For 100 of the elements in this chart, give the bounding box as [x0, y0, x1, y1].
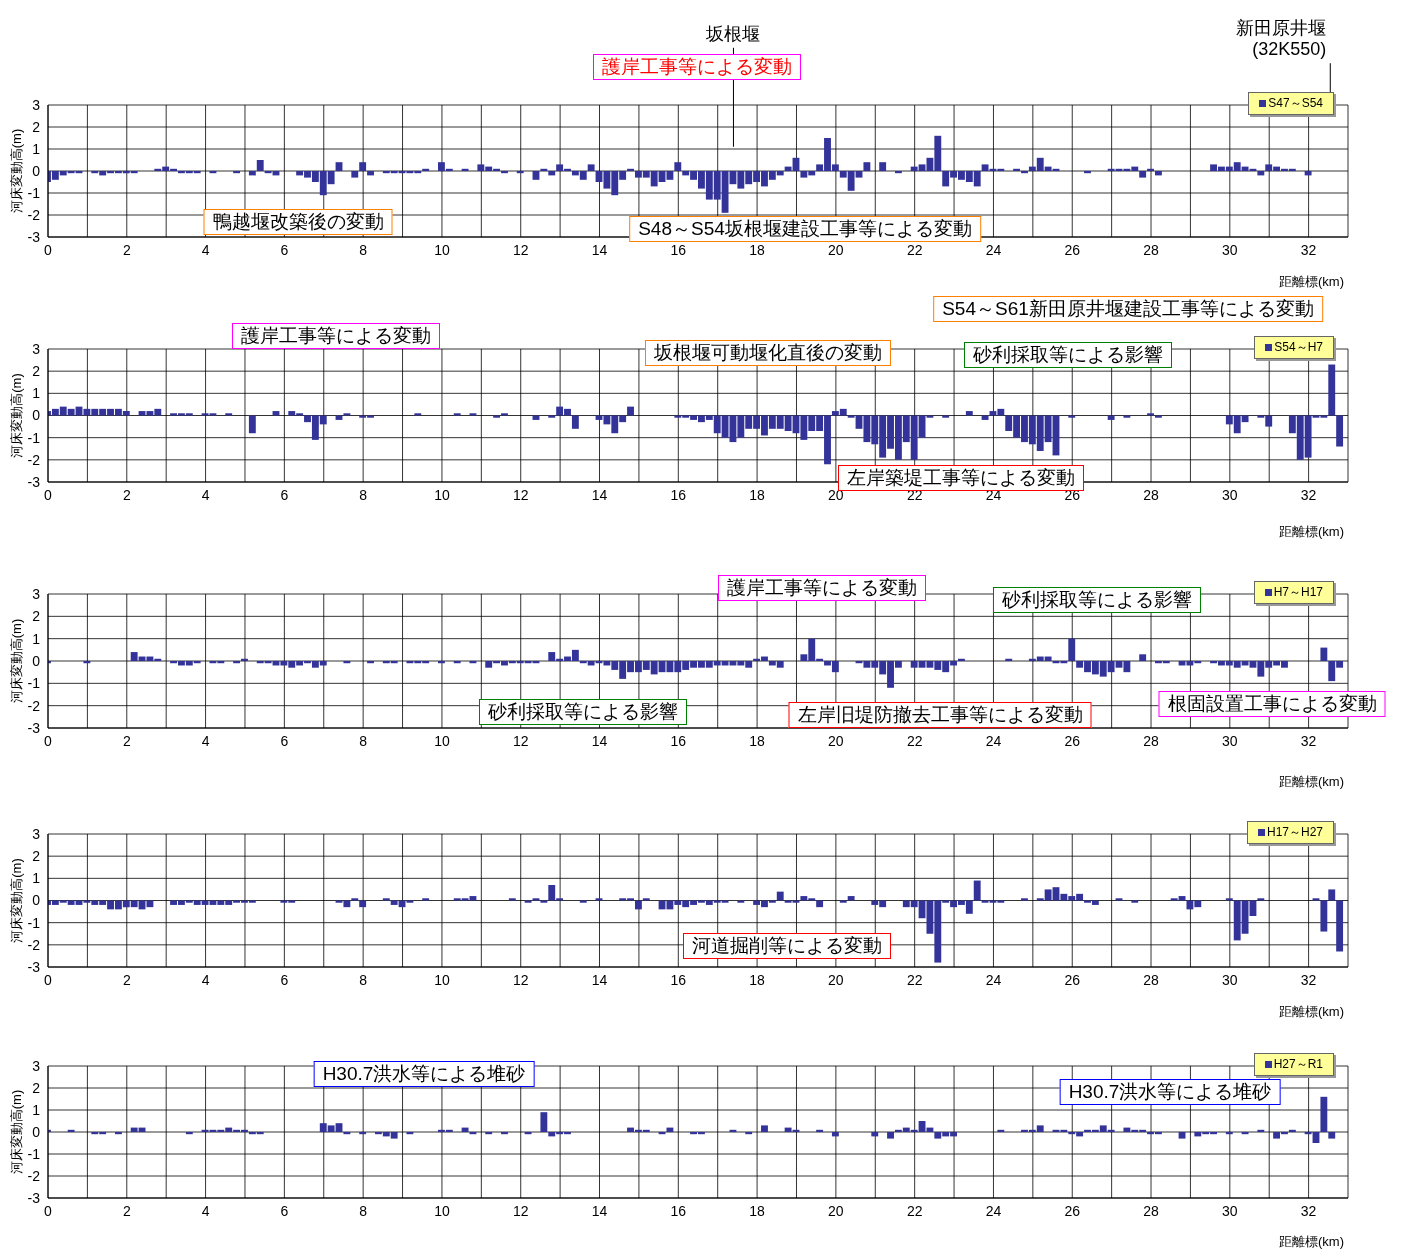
x-tick-label: 0	[44, 241, 53, 258]
bar	[1123, 415, 1131, 418]
y-tick-label: -1	[27, 184, 41, 201]
bar	[501, 1132, 508, 1135]
bar	[351, 171, 359, 178]
bar	[225, 413, 233, 416]
y-tick-label: 3	[32, 825, 41, 842]
x-tick-label: 30	[1222, 971, 1238, 988]
bar	[627, 168, 634, 171]
bar	[942, 415, 950, 418]
bar	[359, 162, 367, 171]
bar	[1320, 647, 1328, 661]
bar	[887, 1132, 894, 1139]
text: 護岸工事等による変動	[593, 54, 801, 80]
y-tick-label: -3	[27, 719, 41, 736]
x-tick-label: 2	[122, 732, 131, 749]
y-tick-label: 1	[32, 870, 41, 887]
x-tick-label: 10	[434, 1202, 450, 1219]
x-axis-title: 距離標(km)	[1279, 274, 1344, 289]
bar	[343, 1132, 351, 1135]
bar	[343, 413, 351, 416]
bar	[839, 900, 847, 903]
y-tick-label: 3	[32, 340, 41, 357]
text: 護岸工事等による変動	[232, 323, 440, 349]
x-tick-label: 14	[591, 1202, 608, 1219]
x-tick-label: 8	[359, 241, 368, 258]
annotation: 根固設置工事による変動	[1158, 691, 1386, 717]
bar	[1320, 1096, 1328, 1132]
bar	[1328, 889, 1336, 901]
x-tick-label: 10	[434, 241, 450, 258]
bar	[642, 898, 650, 901]
x-tick-label: 4	[201, 1202, 210, 1219]
bar	[1257, 898, 1265, 901]
annotation: 坂根堰可動堰化直後の変動	[645, 340, 891, 366]
x-tick-label: 6	[280, 971, 289, 988]
y-tick-label: 3	[32, 96, 41, 113]
x-tick-label: 26	[1064, 1202, 1081, 1219]
y-axis-title: 河床変動高(m)	[8, 858, 24, 943]
bar	[1068, 415, 1076, 418]
bar	[501, 171, 508, 174]
y-tick-label: 0	[32, 892, 41, 909]
bar	[1328, 364, 1336, 416]
annotation: 砂利採取等による影響	[479, 699, 687, 725]
bar	[894, 171, 902, 174]
bar	[879, 162, 887, 171]
bar	[1139, 654, 1147, 661]
x-tick-label: 22	[906, 732, 923, 749]
x-tick-label: 16	[670, 971, 687, 988]
bar	[1131, 900, 1139, 903]
x-tick-label: 30	[1222, 1202, 1238, 1219]
x-tick-label: 20	[828, 971, 844, 988]
y-tick-label: 0	[32, 1123, 41, 1140]
y-axis-title: 河床変動高(m)	[8, 128, 24, 214]
y-tick-label: 1	[32, 1101, 41, 1118]
bar	[540, 168, 548, 171]
annotation: 砂利採取等による影響	[993, 587, 1201, 613]
x-tick-label: 28	[1143, 241, 1160, 258]
x-tick-label: 26	[1064, 732, 1081, 749]
bar	[241, 658, 248, 661]
x-tick-label: 8	[359, 1202, 368, 1219]
bar	[343, 661, 351, 664]
bar	[540, 1112, 548, 1132]
y-tick-label: 1	[32, 385, 41, 402]
x-tick-label: 26	[1064, 241, 1081, 258]
x-tick-label: 22	[906, 1202, 923, 1219]
bar	[1107, 415, 1115, 420]
bar	[1147, 168, 1154, 171]
bar	[1304, 171, 1312, 176]
y-tick-label: -2	[27, 206, 41, 223]
bar	[422, 168, 430, 171]
bar	[1021, 898, 1028, 901]
x-tick-label: 6	[280, 241, 289, 258]
annotation: H30.7洪水等による堆砂	[313, 1061, 535, 1087]
bar	[485, 1132, 493, 1135]
bar	[233, 661, 241, 664]
y-tick-label: -1	[27, 429, 41, 446]
bar	[1320, 900, 1328, 932]
x-axis-title: 距離標(km)	[1279, 774, 1344, 789]
x-tick-label: 6	[280, 1202, 289, 1219]
bar	[1115, 898, 1123, 901]
y-tick-label: -3	[27, 1189, 41, 1206]
bar	[666, 1127, 674, 1132]
legend-label: H17～H27	[1265, 825, 1323, 839]
x-tick-label: 28	[1143, 1202, 1160, 1219]
bar	[453, 413, 461, 416]
y-tick-label: 1	[32, 630, 41, 647]
x-tick-label: 20	[828, 732, 844, 749]
bar	[863, 162, 871, 171]
bar	[1139, 171, 1147, 178]
legend-label: H27～R1	[1272, 1057, 1323, 1071]
x-tick-label: 12	[512, 732, 529, 749]
bar	[831, 1132, 839, 1137]
x-tick-label: 12	[512, 241, 529, 258]
y-tick-label: -2	[27, 697, 41, 714]
x-tick-label: 8	[359, 732, 368, 749]
bar	[461, 168, 469, 171]
bar	[524, 1132, 532, 1135]
x-tick-label: 30	[1222, 732, 1238, 749]
bar	[973, 880, 981, 901]
bar	[737, 900, 745, 903]
